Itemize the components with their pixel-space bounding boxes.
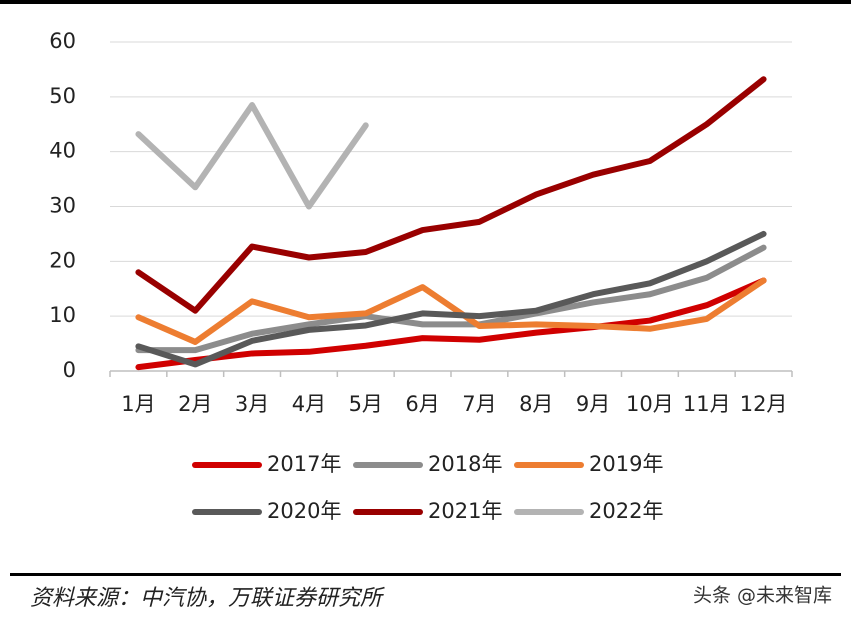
x-tick-label: 6月 xyxy=(405,392,439,416)
legend-label: 2020年 xyxy=(267,499,341,523)
top-rule xyxy=(0,0,851,4)
x-tick-label: 4月 xyxy=(292,392,326,416)
x-tick-label: 5月 xyxy=(349,392,383,416)
legend-label: 2017年 xyxy=(267,452,341,476)
x-tick-label: 7月 xyxy=(462,392,496,416)
x-tick-label: 9月 xyxy=(576,392,610,416)
x-tick-label: 10月 xyxy=(626,392,674,416)
legend-label: 2019年 xyxy=(589,452,663,476)
bottom-rule xyxy=(10,573,841,576)
legend-label: 2022年 xyxy=(589,499,663,523)
y-tick-label: 40 xyxy=(49,139,76,163)
y-tick-label: 0 xyxy=(63,358,76,382)
x-tick-label: 1月 xyxy=(121,392,155,416)
series-line xyxy=(135,102,369,210)
y-tick-label: 20 xyxy=(49,248,76,272)
series-line xyxy=(135,76,767,314)
series-line xyxy=(135,277,767,345)
y-tick-label: 60 xyxy=(49,29,76,53)
series-line xyxy=(135,244,767,354)
x-tick-label: 11月 xyxy=(683,392,731,416)
series-line xyxy=(135,230,767,368)
y-tick-label: 50 xyxy=(49,84,76,108)
y-tick-label: 30 xyxy=(49,194,76,218)
legend-label: 2018年 xyxy=(428,452,502,476)
y-tick-label: 10 xyxy=(49,303,76,327)
legend-label: 2021年 xyxy=(428,499,502,523)
x-tick-label: 8月 xyxy=(519,392,553,416)
x-tick-label: 2月 xyxy=(178,392,212,416)
x-tick-label: 3月 xyxy=(235,392,269,416)
source-note: 资料来源：中汽协，万联证券研究所 xyxy=(30,586,385,611)
x-tick-label: 12月 xyxy=(740,392,788,416)
watermark: 头条 @未来智库 xyxy=(693,585,832,607)
series-line xyxy=(135,277,767,371)
